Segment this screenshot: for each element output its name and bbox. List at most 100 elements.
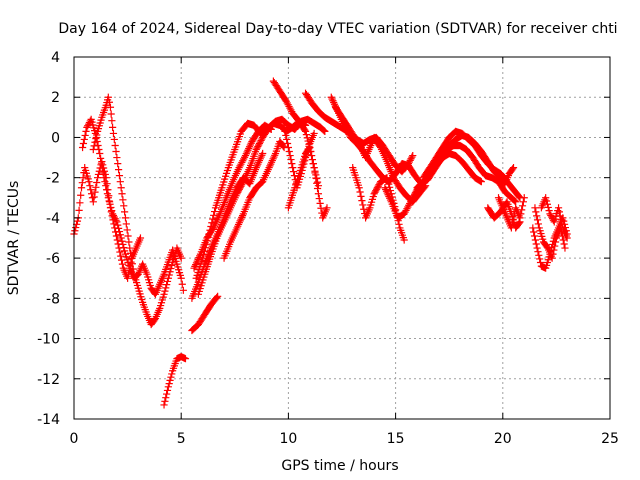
data-point: [174, 263, 182, 271]
data-point: [293, 178, 301, 186]
data-point: [367, 198, 376, 206]
data-point: [71, 227, 79, 235]
grid-lines: [74, 57, 610, 419]
y-tick-label: 0: [51, 130, 60, 146]
data-point: [136, 290, 144, 298]
data-point: [90, 127, 99, 135]
data-point: [530, 228, 538, 236]
data-point: [358, 197, 366, 205]
x-tick-label: 25: [601, 431, 619, 447]
data-point: [535, 251, 543, 259]
chart-title: Day 164 of 2024, Sidereal Day-to-day VTE…: [58, 21, 617, 37]
data-point: [519, 198, 527, 206]
data-point: [126, 244, 134, 252]
data-point: [193, 271, 201, 279]
data-point: [133, 279, 141, 287]
data-point: [545, 207, 553, 215]
data-point: [107, 203, 115, 212]
y-tick-label: -2: [46, 171, 60, 187]
data-point: [125, 238, 133, 246]
data-point: [90, 142, 98, 150]
data-point: [76, 199, 84, 207]
data-point: [164, 274, 172, 282]
data-point: [543, 200, 551, 208]
data-point: [283, 139, 292, 148]
data-point: [512, 198, 520, 206]
data-point: [136, 234, 145, 242]
data-point: [202, 240, 210, 248]
data-point: [299, 158, 307, 166]
data-point: [92, 183, 100, 191]
data-point: [313, 184, 322, 193]
data-point: [218, 184, 226, 192]
data-point: [357, 192, 365, 200]
data-point: [310, 164, 318, 172]
data-point: [298, 161, 306, 169]
data-point: [222, 172, 230, 180]
data-point: [93, 127, 102, 136]
data-point: [518, 202, 527, 210]
data-point: [295, 169, 304, 177]
data-point: [199, 251, 208, 259]
data-point: [135, 287, 143, 295]
data-point: [279, 142, 287, 150]
data-point: [181, 355, 190, 363]
data-point: [367, 201, 375, 209]
y-tick-label: 2: [51, 90, 60, 106]
data-point: [563, 234, 571, 242]
data-point: [163, 281, 171, 289]
data-point: [143, 270, 151, 278]
data-point: [94, 170, 103, 179]
data-point: [317, 204, 325, 212]
data-point: [130, 270, 138, 278]
data-point: [307, 151, 316, 160]
data-point: [108, 117, 116, 125]
data-point: [558, 220, 566, 228]
data-point: [297, 164, 305, 172]
data-point: [395, 220, 403, 228]
data-point: [106, 103, 115, 111]
data-point: [532, 240, 540, 248]
data-point: [301, 126, 309, 134]
data-point: [124, 258, 132, 267]
data-point: [120, 244, 128, 252]
data-point: [219, 181, 227, 189]
data-point: [115, 227, 124, 236]
data-point: [194, 290, 202, 298]
data-point: [94, 124, 103, 133]
y-tick-label: 4: [51, 50, 60, 66]
data-point: [210, 211, 218, 219]
data-point: [533, 216, 542, 224]
data-point: [222, 169, 231, 177]
data-point: [538, 232, 546, 240]
data-point: [138, 295, 146, 304]
data-point: [536, 258, 545, 267]
data-point: [120, 208, 129, 216]
data-point: [160, 401, 168, 409]
data-point: [108, 207, 116, 215]
data-point: [116, 231, 124, 239]
data-point: [160, 290, 168, 298]
data-point: [531, 236, 539, 244]
data-point: [72, 220, 81, 228]
data-point: [84, 175, 92, 183]
data-point: [511, 197, 519, 205]
data-point: [82, 127, 90, 136]
data-point: [549, 237, 557, 245]
data-point: [120, 247, 129, 255]
data-point: [117, 184, 125, 192]
data-point: [161, 397, 169, 405]
data-point: [208, 219, 216, 227]
data-point: [123, 226, 131, 234]
data-point: [114, 221, 122, 229]
data-point: [89, 145, 97, 154]
data-point: [175, 268, 184, 277]
data-point: [163, 277, 172, 286]
data-point: [204, 233, 212, 242]
data-point: [296, 166, 304, 175]
data-point: [537, 229, 545, 238]
data-point: [120, 202, 128, 210]
data-point: [134, 284, 142, 292]
y-axis-label: SDTVAR / TECUs: [6, 181, 22, 296]
data-point: [100, 174, 108, 182]
